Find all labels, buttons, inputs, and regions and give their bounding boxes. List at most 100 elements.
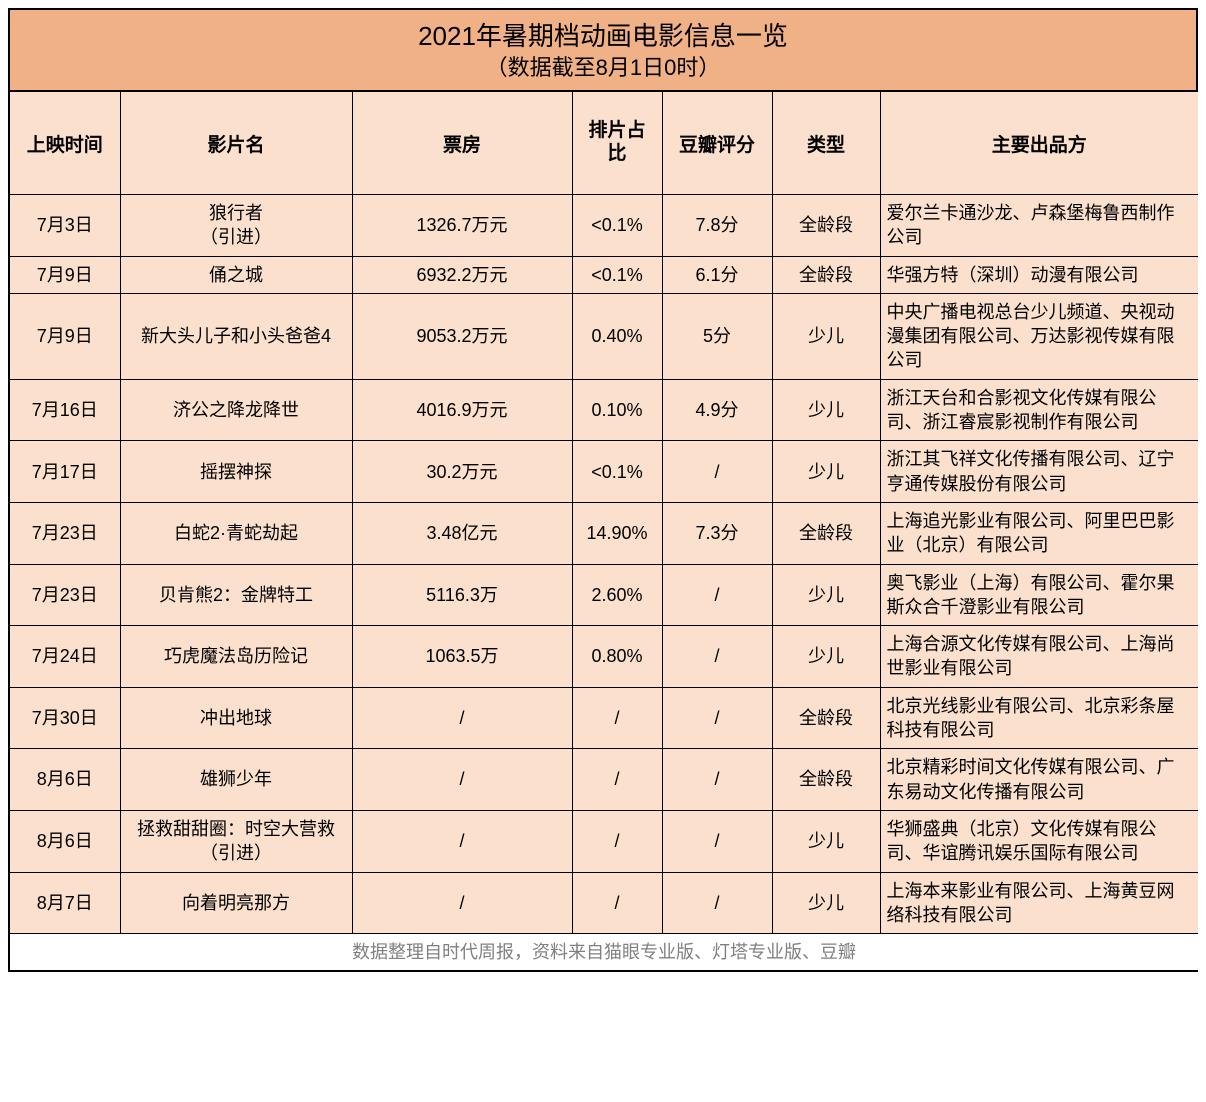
cell-type: 少儿 [772,379,880,441]
cell-rating: / [662,564,772,626]
cell-date: 8月6日 [10,810,120,872]
cell-rating: / [662,872,772,934]
cell-ratio: 0.80% [572,626,662,688]
cell-name: 俑之城 [120,256,352,293]
cell-rating: 5分 [662,293,772,379]
cell-box: 1326.7万元 [352,194,572,256]
table-row: 7月30日冲出地球///全龄段北京光线影业有限公司、北京彩条屋科技有限公司 [10,687,1198,749]
cell-box: / [352,810,572,872]
table-row: 8月7日向着明亮那方///少儿上海本来影业有限公司、上海黄豆网络科技有限公司 [10,872,1198,934]
cell-type: 全龄段 [772,687,880,749]
cell-ratio: / [572,687,662,749]
cell-producer: 奥飞影业（上海）有限公司、霍尔果斯众合千澄影业有限公司 [880,564,1198,626]
cell-date: 7月9日 [10,256,120,293]
cell-producer: 华强方特（深圳）动漫有限公司 [880,256,1198,293]
cell-date: 7月23日 [10,564,120,626]
cell-box: 9053.2万元 [352,293,572,379]
header-date: 上映时间 [10,92,120,194]
cell-rating: 6.1分 [662,256,772,293]
cell-ratio: <0.1% [572,441,662,503]
cell-name: 摇摆神探 [120,441,352,503]
cell-producer: 上海本来影业有限公司、上海黄豆网络科技有限公司 [880,872,1198,934]
cell-ratio: / [572,872,662,934]
table-row: 7月23日贝肯熊2：金牌特工5116.3万2.60%/少儿奥飞影业（上海）有限公… [10,564,1198,626]
cell-name: 白蛇2·青蛇劫起 [120,502,352,564]
table-title-section: 2021年暑期档动画电影信息一览 （数据截至8月1日0时） [10,10,1196,92]
header-rating: 豆瓣评分 [662,92,772,194]
cell-rating: 7.8分 [662,194,772,256]
cell-rating: 7.3分 [662,502,772,564]
cell-date: 7月23日 [10,502,120,564]
header-row: 上映时间 影片名 票房 排片占 比 豆瓣评分 类型 主要出品方 [10,92,1198,194]
cell-ratio: 0.40% [572,293,662,379]
cell-ratio: 2.60% [572,564,662,626]
header-name: 影片名 [120,92,352,194]
footer-row: 数据整理自时代周报，资料来自猫眼专业版、灯塔专业版、豆瓣 [10,934,1198,971]
header-ratio-line1: 排片占 [588,120,645,141]
cell-date: 7月3日 [10,194,120,256]
cell-rating: / [662,626,772,688]
cell-rating: / [662,687,772,749]
cell-type: 少儿 [772,441,880,503]
cell-name: 新大头儿子和小头爸爸4 [120,293,352,379]
cell-type: 少儿 [772,626,880,688]
table-row: 7月3日狼行者（引进）1326.7万元<0.1%7.8分全龄段爱尔兰卡通沙龙、卢… [10,194,1198,256]
cell-name: 狼行者（引进） [120,194,352,256]
cell-name: 雄狮少年 [120,749,352,811]
cell-producer: 北京光线影业有限公司、北京彩条屋科技有限公司 [880,687,1198,749]
cell-date: 8月7日 [10,872,120,934]
table-row: 8月6日雄狮少年///全龄段北京精彩时间文化传媒有限公司、广东易动文化传播有限公… [10,749,1198,811]
cell-rating: / [662,810,772,872]
table-row: 7月24日巧虎魔法岛历险记1063.5万0.80%/少儿上海合源文化传媒有限公司… [10,626,1198,688]
cell-rating: / [662,749,772,811]
cell-box: / [352,872,572,934]
cell-type: 少儿 [772,872,880,934]
cell-box: 5116.3万 [352,564,572,626]
table-row: 7月9日俑之城6932.2万元<0.1%6.1分全龄段华强方特（深圳）动漫有限公… [10,256,1198,293]
cell-box: 3.48亿元 [352,502,572,564]
footer-text: 数据整理自时代周报，资料来自猫眼专业版、灯塔专业版、豆瓣 [10,934,1198,971]
table-row: 7月17日摇摆神探30.2万元<0.1%/少儿浙江其飞祥文化传播有限公司、辽宁亨… [10,441,1198,503]
header-ratio-line2: 比 [607,143,626,164]
cell-ratio: 0.10% [572,379,662,441]
cell-ratio: <0.1% [572,194,662,256]
cell-type: 少儿 [772,564,880,626]
cell-name: 巧虎魔法岛历险记 [120,626,352,688]
cell-date: 7月24日 [10,626,120,688]
cell-box: / [352,687,572,749]
cell-ratio: <0.1% [572,256,662,293]
cell-producer: 浙江其飞祥文化传播有限公司、辽宁亨通传媒股份有限公司 [880,441,1198,503]
cell-rating: 4.9分 [662,379,772,441]
data-table: 上映时间 影片名 票房 排片占 比 豆瓣评分 类型 主要出品方 7月3日狼行者（… [10,92,1198,970]
movie-info-table: 2021年暑期档动画电影信息一览 （数据截至8月1日0时） 上映时间 影片名 票… [8,8,1198,972]
cell-type: 全龄段 [772,749,880,811]
cell-type: 少儿 [772,810,880,872]
cell-name: 贝肯熊2：金牌特工 [120,564,352,626]
cell-date: 7月17日 [10,441,120,503]
cell-name: 向着明亮那方 [120,872,352,934]
header-ratio: 排片占 比 [572,92,662,194]
cell-rating: / [662,441,772,503]
cell-name: 济公之降龙降世 [120,379,352,441]
cell-ratio: / [572,810,662,872]
cell-name: 拯救甜甜圈：时空大营救（引进） [120,810,352,872]
cell-producer: 中央广播电视总台少儿频道、央视动漫集团有限公司、万达影视传媒有限公司 [880,293,1198,379]
table-row: 7月23日白蛇2·青蛇劫起3.48亿元14.90%7.3分全龄段上海追光影业有限… [10,502,1198,564]
cell-type: 全龄段 [772,256,880,293]
cell-date: 7月30日 [10,687,120,749]
cell-date: 7月9日 [10,293,120,379]
cell-producer: 北京精彩时间文化传媒有限公司、广东易动文化传播有限公司 [880,749,1198,811]
header-producer: 主要出品方 [880,92,1198,194]
cell-producer: 上海合源文化传媒有限公司、上海尚世影业有限公司 [880,626,1198,688]
table-subtitle: （数据截至8月1日0时） [10,54,1196,83]
table-body: 7月3日狼行者（引进）1326.7万元<0.1%7.8分全龄段爱尔兰卡通沙龙、卢… [10,194,1198,933]
header-type: 类型 [772,92,880,194]
cell-ratio: 14.90% [572,502,662,564]
header-box-office: 票房 [352,92,572,194]
cell-date: 7月16日 [10,379,120,441]
cell-box: 1063.5万 [352,626,572,688]
cell-name: 冲出地球 [120,687,352,749]
cell-type: 少儿 [772,293,880,379]
cell-box: 6932.2万元 [352,256,572,293]
table-title: 2021年暑期档动画电影信息一览 [10,20,1196,54]
